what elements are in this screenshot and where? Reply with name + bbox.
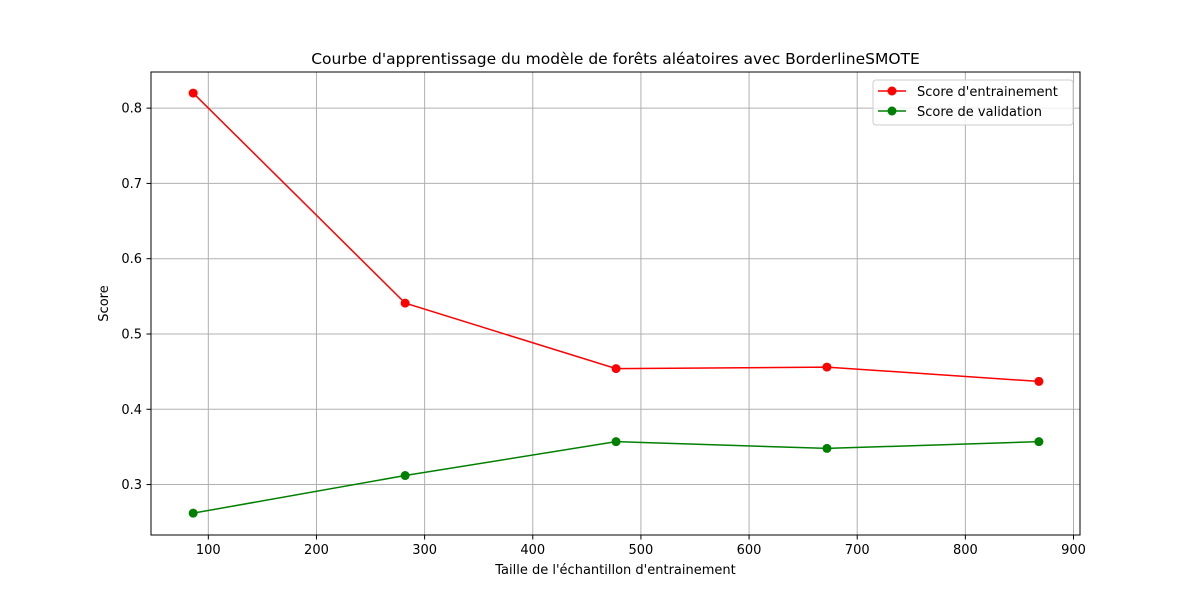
legend-marker-training [887,86,897,96]
legend-frame [872,79,1074,126]
axis-ticks: 100 200 300 400 500 600 700 800 900 0.3 0.4 0.5 0.6 0… [121,102,1086,558]
x-tick-label: 900 [1061,543,1086,558]
legend-marker-validation [887,106,897,116]
data-point-training [400,298,410,308]
data-point-validation [400,471,410,481]
y-tick-label: 0.7 [121,177,142,192]
grid [151,72,1080,535]
data-point-validation [1034,437,1044,447]
data-point-training [1034,376,1044,386]
series-training [188,88,1044,386]
x-tick-label: 200 [304,543,329,558]
y-tick-label: 0.5 [121,327,142,342]
x-tick-label: 700 [845,543,870,558]
legend: Score d'entrainement Score de validation [872,79,1074,126]
series-validation [188,437,1044,518]
data-point-training [188,88,198,98]
x-tick-label: 400 [520,543,545,558]
data-point-validation [611,437,621,447]
y-tick-label: 0.3 [121,478,142,493]
data-point-training [822,362,832,372]
y-tick-label: 0.8 [121,102,142,117]
chart-title: Courbe d'apprentissage du modèle de forê… [311,50,920,68]
x-tick-label: 600 [737,543,762,558]
data-point-training [611,364,621,374]
data-point-validation [188,508,198,518]
x-tick-label: 100 [196,543,221,558]
legend-label-training: Score d'entrainement [917,85,1058,100]
x-tick-label: 800 [953,543,978,558]
data-point-validation [822,443,832,453]
series [188,88,1044,518]
y-axis-label: Score [97,285,112,321]
plot-frame [150,71,1081,536]
y-tick-label: 0.4 [121,403,142,418]
x-tick-label: 300 [412,543,437,558]
x-axis-label: Taille de l'échantillon d'entrainement [494,563,735,578]
legend-label-validation: Score de validation [917,105,1042,120]
y-tick-label: 0.6 [121,252,142,267]
x-tick-label: 500 [629,543,654,558]
